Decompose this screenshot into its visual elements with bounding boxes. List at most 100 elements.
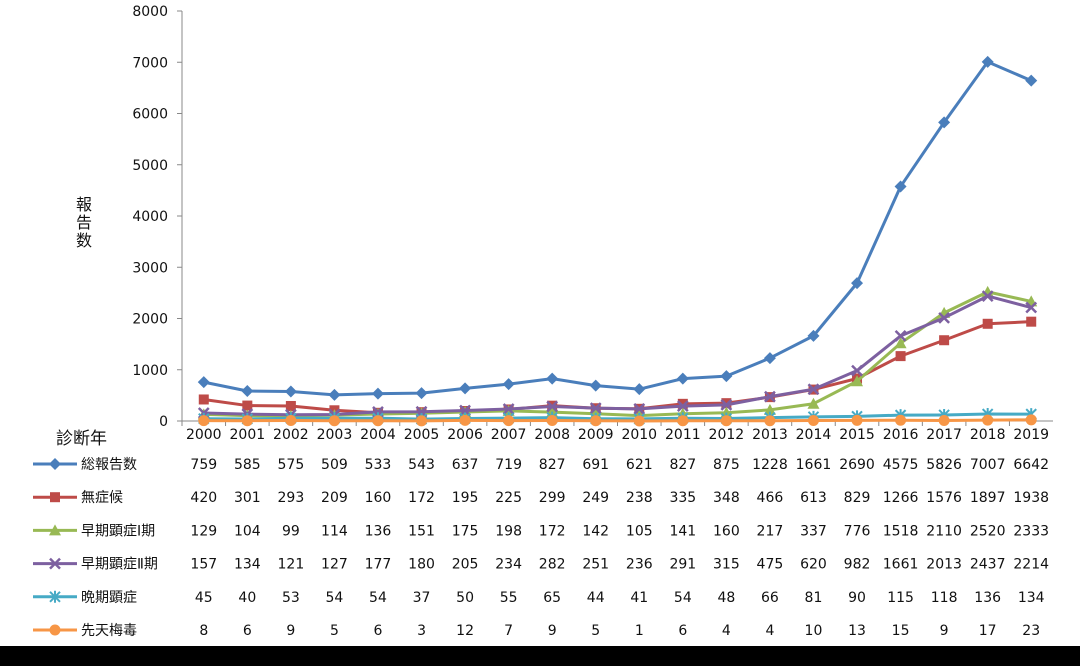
table-cell: 54: [326, 590, 344, 606]
table-cell: 151: [408, 523, 435, 539]
table-cell: 2437: [970, 557, 1006, 573]
x-tick-label: 2018: [970, 427, 1006, 443]
table-cell: 4: [722, 623, 731, 639]
table-cell: 7007: [970, 457, 1006, 473]
data-point-asymptomatic: [285, 400, 296, 411]
table-cell: 293: [278, 490, 305, 506]
data-point-total: [502, 378, 515, 391]
table-cell: 348: [713, 490, 740, 506]
table-cell: 157: [190, 557, 217, 573]
legend-marker-congenital: [49, 624, 61, 636]
table-cell: 104: [234, 523, 261, 539]
table-cell: 105: [626, 523, 653, 539]
table-cell: 301: [234, 490, 261, 506]
data-point-congenital: [851, 414, 863, 426]
table-cell: 134: [234, 557, 261, 573]
table-cell: 195: [452, 490, 479, 506]
legend-marker-early1: [49, 524, 61, 536]
data-point-congenital: [198, 415, 210, 427]
table-cell: 217: [757, 523, 784, 539]
table-cell: 136: [974, 590, 1001, 606]
table-cell: 114: [321, 523, 348, 539]
table-cell: 17: [979, 623, 997, 639]
table-row-asymptomatic: 無症候 420 301 293 209 160 172 195 225 299 249 238 335 3…: [33, 490, 1049, 506]
data-point-congenital: [416, 415, 428, 427]
data-point-early2: [720, 398, 733, 411]
table-cell: 251: [582, 557, 609, 573]
data-point-early2: [676, 400, 689, 412]
chart-axes: 0 1000 2000 3000 4000 5000 6000 7000 8000 2000 200…: [132, 4, 1053, 443]
data-table: 総報告数 759 585 575 509 533 543 637 719 827 691 621 827…: [33, 457, 1049, 639]
chart-frame: 0 1000 2000 3000 4000 5000 6000 7000 8000 2000 200…: [0, 0, 1080, 646]
table-row-early2: 早期顕症Ⅱ期 157 134 121 127 177 180 205 234 282 251 236 2…: [33, 557, 1049, 573]
table-cell: 236: [626, 557, 653, 573]
table-cell: 1518: [883, 523, 919, 539]
table-cell: 198: [495, 523, 522, 539]
table-cell: 337: [800, 523, 827, 539]
x-tick-label: 2012: [709, 427, 745, 443]
data-point-early2: [938, 311, 951, 324]
data-point-early2: [851, 364, 863, 377]
table-cell: 509: [321, 457, 348, 473]
table-cell: 299: [539, 490, 566, 506]
series-line-late: [203, 412, 1032, 421]
x-tick-label: 2000: [186, 427, 222, 443]
data-point-total: [197, 376, 210, 389]
table-cell: 475: [757, 557, 784, 573]
table-cell: 875: [713, 457, 740, 473]
legend-label: 晩期顕症: [81, 590, 137, 606]
table-cell: 282: [539, 557, 566, 573]
data-point-early2: [502, 403, 515, 415]
table-cell: 613: [800, 490, 827, 506]
table-cell: 420: [190, 490, 217, 506]
y-axis-title: 報告数: [76, 195, 92, 250]
table-cell: 172: [408, 490, 435, 506]
data-point-congenital: [807, 414, 819, 426]
table-cell: 776: [844, 523, 871, 539]
table-cell: 315: [713, 557, 740, 573]
data-point-asymptomatic: [1026, 316, 1037, 327]
y-tick-label: 8000: [132, 4, 168, 20]
legend-label: 早期顕症Ⅰ期: [81, 523, 155, 539]
y-tick-label: 2000: [132, 312, 168, 328]
table-cell: 1576: [926, 490, 962, 506]
legend-marker-asymptomatic: [50, 492, 60, 503]
table-row-late: 晩期顕症 45 40 53 54 54 37 50 55 65 44 41 54 48 66 81 90 115 1…: [33, 590, 1045, 606]
x-axis-title: 診断年: [56, 429, 107, 449]
table-cell: 134: [1018, 590, 1045, 606]
data-point-early2: [546, 400, 559, 413]
y-tick-label: 7000: [132, 55, 168, 71]
data-point-congenital: [328, 415, 340, 427]
table-cell: 90: [848, 590, 866, 606]
table-cell: 66: [761, 590, 779, 606]
table-cell: 575: [278, 457, 305, 473]
table-cell: 8: [199, 623, 208, 639]
data-point-congenital: [938, 415, 950, 427]
legend-label: 無症候: [81, 490, 123, 506]
table-cell: 5826: [926, 457, 962, 473]
table-cell: 45: [195, 590, 213, 606]
data-point-congenital: [720, 415, 732, 427]
y-tick-label: 1000: [132, 363, 168, 379]
table-cell: 238: [626, 490, 653, 506]
legend-marker-late: [49, 590, 61, 603]
table-cell: 15: [892, 623, 910, 639]
data-point-early2: [764, 390, 776, 403]
x-tick-label: 2002: [273, 427, 309, 443]
data-point-total: [415, 387, 428, 400]
legend-label: 総報告数: [81, 457, 137, 473]
data-point-early2: [807, 383, 820, 396]
table-cell: 1897: [970, 490, 1006, 506]
data-point-total: [807, 329, 820, 342]
data-point-congenital: [633, 415, 645, 427]
table-cell: 543: [408, 457, 435, 473]
data-point-congenital: [372, 415, 384, 427]
table-cell: 40: [238, 590, 256, 606]
data-point-congenital: [590, 415, 602, 427]
table-cell: 81: [805, 590, 823, 606]
data-point-total: [894, 180, 907, 193]
table-cell: 234: [495, 557, 522, 573]
data-point-congenital: [982, 414, 994, 426]
x-tick-label: 2017: [926, 427, 962, 443]
series-line-asymptomatic: [203, 320, 1032, 415]
